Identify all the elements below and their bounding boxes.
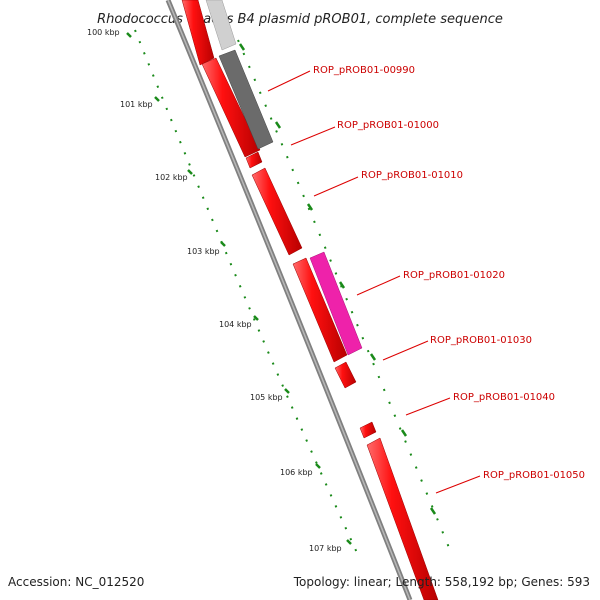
gene-label: ROP_pROB01-01000 bbox=[337, 120, 439, 131]
gene-arrow bbox=[309, 251, 363, 356]
gene-label: ROP_pROB01-01040 bbox=[453, 392, 555, 403]
gene-arrow bbox=[292, 257, 348, 363]
gene-arrow bbox=[359, 421, 377, 439]
gene-features-reverse bbox=[181, 0, 357, 389]
kbp-major-ticks-outer bbox=[238, 43, 437, 515]
sequence-backbone-highlight bbox=[167, 0, 411, 600]
kbp-labels: 100 kbp 101 kbp 102 kbp 103 kbp 104 kbp … bbox=[87, 28, 342, 553]
kbp-major-ticks bbox=[126, 32, 352, 545]
map-title: Rhodococcus opacus B4 plasmid pROB01, co… bbox=[97, 12, 503, 27]
gene-arrow bbox=[201, 57, 261, 158]
gene-arrow bbox=[334, 361, 357, 389]
kbp-label: 102 kbp bbox=[155, 173, 188, 182]
gene-features-forward bbox=[205, 0, 439, 600]
kbp-label: 100 kbp bbox=[87, 28, 120, 37]
gene-label: ROP_pROB01-01020 bbox=[403, 270, 505, 281]
topology-summary: Topology: linear; Length: 558,192 bp; Ge… bbox=[293, 575, 590, 589]
kbp-label: 101 kbp bbox=[120, 100, 153, 109]
gene-leader-lines bbox=[267, 70, 481, 494]
kbp-label: 104 kbp bbox=[219, 320, 252, 329]
gene-label: ROP_pROB01-00990 bbox=[313, 65, 415, 76]
kbp-ruler-outer bbox=[237, 39, 453, 556]
kbp-label: 103 kbp bbox=[187, 247, 220, 256]
kbp-label: 107 kbp bbox=[309, 544, 342, 553]
kbp-label: 106 kbp bbox=[280, 468, 313, 477]
gene-arrow bbox=[366, 437, 439, 600]
gene-arrow bbox=[205, 0, 237, 51]
gene-label: ROP_pROB01-01030 bbox=[430, 335, 532, 346]
gene-labels: ROP_pROB01-00990 ROP_pROB01-01000 ROP_pR… bbox=[313, 65, 585, 481]
accession-text: Accession: NC_012520 bbox=[8, 575, 144, 589]
gene-arrow bbox=[251, 167, 303, 256]
gene-arrow bbox=[181, 0, 215, 66]
gene-arrow bbox=[218, 49, 274, 150]
kbp-label: 105 kbp bbox=[250, 393, 283, 402]
gene-label: ROP_pROB01-01010 bbox=[361, 170, 463, 181]
gene-label: ROP_pROB01-01050 bbox=[483, 470, 585, 481]
gene-arrow bbox=[245, 151, 263, 169]
